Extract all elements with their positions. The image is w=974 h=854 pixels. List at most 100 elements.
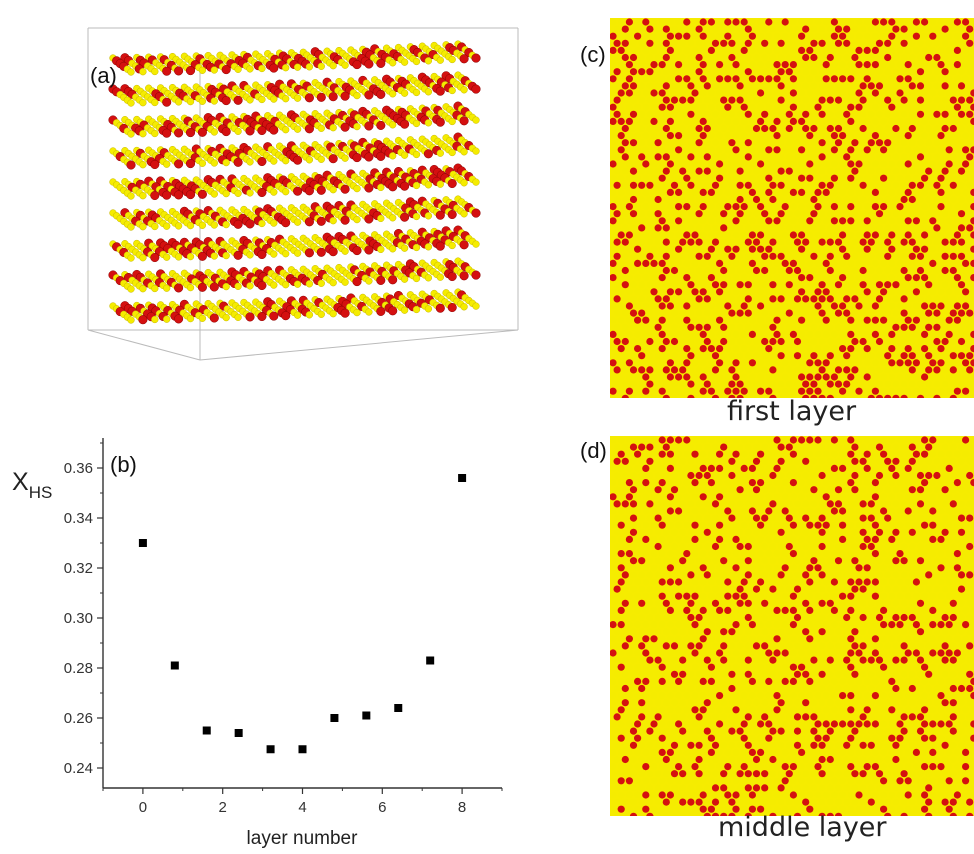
hs-site-first: [798, 231, 806, 239]
ls-site-first: [679, 82, 687, 90]
hs-site-middle: [691, 521, 699, 529]
hs-site-first: [777, 352, 785, 360]
ls-site-first: [834, 352, 843, 360]
ls-atom: [210, 97, 218, 105]
ls-site-middle: [962, 464, 970, 472]
ls-atom: [174, 98, 183, 106]
ls-site-first: [822, 132, 830, 140]
hs-site-middle: [658, 479, 666, 487]
ls-site-first: [675, 89, 683, 97]
ls-atom: [234, 313, 242, 321]
hs-site-first: [666, 103, 674, 111]
hs-site-first: [884, 238, 892, 246]
hs-site-middle: [880, 507, 888, 515]
ls-site-first: [724, 146, 732, 154]
ls-site-first: [908, 25, 916, 33]
hs-site-first: [761, 124, 769, 133]
ls-site-middle: [650, 521, 658, 529]
ls-site-middle: [679, 443, 687, 451]
hs-site-middle: [957, 514, 966, 522]
ls-site-first: [699, 103, 707, 111]
ls-site-first: [773, 46, 781, 54]
hs-site-first: [769, 124, 777, 133]
hs-site-first: [900, 352, 908, 360]
ls-site-first: [941, 394, 949, 398]
ls-site-first: [945, 117, 953, 125]
ls-site-first: [679, 181, 687, 189]
hs-site-first: [859, 96, 867, 104]
ls-site-first: [896, 259, 904, 267]
ls-site-first: [929, 373, 937, 381]
hs-site-first: [728, 380, 736, 388]
ls-site-first: [830, 46, 838, 54]
ls-atom: [210, 252, 218, 260]
ls-site-first: [908, 153, 916, 161]
ls-site-first: [802, 352, 810, 360]
ls-site-first: [666, 231, 674, 239]
hs-site-first: [871, 203, 879, 211]
ls-site-middle: [843, 528, 851, 536]
ls-site-first: [679, 266, 687, 275]
hs-site-first: [670, 181, 679, 189]
hs-atom: [245, 312, 255, 322]
data-point: [330, 714, 339, 722]
ls-site-first: [843, 124, 851, 133]
ls-site-middle: [646, 514, 654, 522]
box-edge: [87, 329, 201, 361]
ls-site-middle: [769, 443, 777, 451]
ls-site-first: [867, 181, 875, 189]
hs-site-middle: [826, 500, 834, 508]
ls-site-first: [773, 18, 781, 26]
ls-site-first: [818, 124, 826, 133]
ls-site-first: [658, 231, 666, 239]
ls-site-first: [691, 387, 699, 395]
ls-site-first: [740, 373, 748, 381]
ls-site-first: [921, 89, 929, 97]
hs-site-first: [613, 39, 621, 47]
ls-site-middle: [818, 486, 826, 494]
hs-site-first: [777, 252, 785, 260]
ls-site-first: [748, 174, 756, 182]
ls-site-first: [888, 89, 896, 97]
ls-site-first: [625, 345, 633, 353]
ls-site-first: [925, 181, 933, 189]
ls-site-first: [933, 266, 941, 275]
hs-site-middle: [904, 507, 912, 515]
hs-site-first: [724, 18, 732, 26]
ls-site-middle: [777, 557, 785, 565]
hs-site-first: [904, 132, 912, 140]
ls-atom: [353, 215, 361, 224]
ls-site-first: [650, 245, 658, 253]
ls-site-first: [748, 46, 756, 54]
hs-site-middle: [654, 486, 662, 494]
hs-site-first: [613, 110, 621, 118]
x-axis-title: layer number: [247, 828, 359, 849]
hs-site-first: [900, 25, 908, 33]
ls-site-first: [781, 103, 789, 111]
ls-site-middle: [638, 486, 646, 494]
ls-site-first: [818, 68, 826, 76]
ls-site-first: [777, 266, 785, 275]
ls-site-first: [650, 75, 658, 83]
hs-site-first: [724, 203, 732, 211]
hs-site-first: [863, 373, 871, 381]
hs-site-first: [650, 259, 658, 267]
ls-site-middle: [675, 450, 683, 458]
ls-site-middle: [806, 464, 814, 472]
hs-site-first: [642, 387, 650, 395]
hs-site-first: [875, 139, 884, 147]
ls-site-middle: [793, 557, 802, 565]
ls-site-first: [802, 366, 810, 374]
ls-site-first: [793, 394, 802, 398]
ls-site-first: [650, 274, 658, 282]
ls-atom: [293, 249, 302, 257]
ls-site-first: [925, 124, 933, 133]
hs-atom: [257, 187, 267, 198]
hs-site-first: [867, 238, 875, 246]
hs-site-first: [629, 82, 638, 90]
ls-site-first: [855, 359, 863, 367]
hs-site-first: [687, 110, 695, 118]
hs-atom: [388, 182, 398, 192]
ls-site-middle: [798, 550, 806, 558]
hs-atom: [459, 116, 469, 126]
